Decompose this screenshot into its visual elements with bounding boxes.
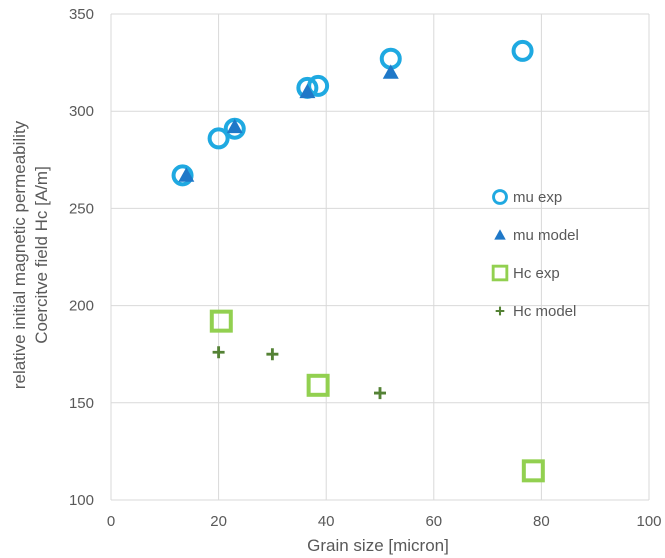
legend-label: mu exp <box>513 189 562 206</box>
x-tick-label: 80 <box>533 513 550 530</box>
data-point <box>374 387 386 400</box>
data-point <box>212 346 225 359</box>
series-Hc-model <box>212 346 386 400</box>
series-mu-exp <box>171 39 534 187</box>
data-point <box>207 127 230 150</box>
data-point <box>306 373 330 397</box>
data-point <box>511 39 534 62</box>
legend-label: Hc exp <box>513 265 560 282</box>
gridlines <box>110 13 650 501</box>
data-point <box>209 309 233 333</box>
y-tick-label: 300 <box>69 103 94 120</box>
series-Hc-exp <box>209 309 545 483</box>
data-point <box>226 118 243 134</box>
data-point <box>299 83 316 99</box>
y-tick-label: 350 <box>69 6 94 23</box>
data-point <box>307 74 330 97</box>
data-point <box>178 167 195 182</box>
y-tick-label: 200 <box>69 298 94 315</box>
y-tick-label: 150 <box>69 395 94 412</box>
legend-label: Hc model <box>513 303 576 320</box>
x-tick-label: 0 <box>107 513 115 530</box>
series-mu-model <box>178 64 399 182</box>
x-tick-label: 20 <box>210 513 227 530</box>
legend-label: mu model <box>513 227 579 244</box>
y-tick-label: 100 <box>69 492 94 509</box>
y-axis-tick-labels: 100 150 200 250 300 350 <box>69 6 94 509</box>
legend-marker <box>495 306 505 316</box>
x-tick-label: 100 <box>636 513 661 530</box>
y-axis-label-line-2: Coercitve field Hc [A/m] <box>32 166 51 344</box>
legend-marker <box>491 264 509 282</box>
data-point <box>382 64 399 79</box>
legend-marker <box>494 229 506 240</box>
x-axis-tick-labels: 0 20 40 60 80 100 <box>107 513 662 530</box>
data-points <box>171 39 545 483</box>
y-tick-label: 250 <box>69 200 94 217</box>
data-point <box>266 348 279 361</box>
x-tick-label: 60 <box>425 513 442 530</box>
x-axis-label: Grain size [micron] <box>307 536 449 555</box>
y-axis-label-line-1: relative initial magnetic permeability <box>10 120 29 389</box>
x-tick-label: 40 <box>318 513 335 530</box>
data-point <box>171 164 194 187</box>
legend: mu exp mu model Hc exp Hc model <box>491 189 579 320</box>
data-point <box>521 459 545 483</box>
legend-marker <box>492 189 508 205</box>
